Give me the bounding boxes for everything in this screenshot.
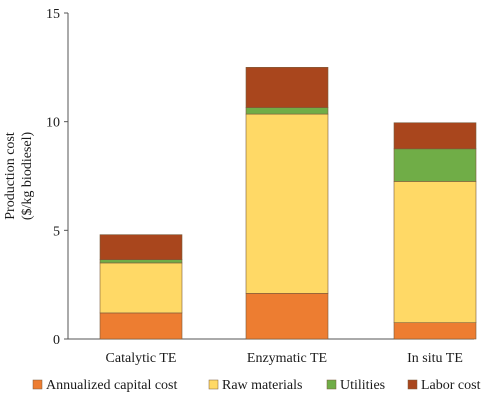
y-ticks: 0 5 10 15 (46, 7, 68, 348)
x-tick-label: Catalytic TE (106, 351, 177, 366)
y-axis-title-line2: ($/kg biodiesel) (20, 132, 35, 221)
y-tick-label: 0 (53, 333, 60, 348)
legend-swatch (208, 379, 219, 390)
y-tick-label: 15 (46, 7, 60, 22)
bar-segment (245, 113, 329, 294)
bar-segment (393, 181, 477, 323)
legend-swatch (407, 379, 418, 390)
bar-segment (245, 107, 329, 115)
bar-segment (99, 234, 183, 260)
legend-label: Raw materials (222, 378, 302, 393)
y-tick-label: 5 (53, 224, 60, 239)
bar-segment (245, 293, 329, 340)
bar-segment (393, 322, 477, 340)
bar-segment (99, 312, 183, 340)
bars (99, 67, 477, 340)
y-axis-title-line1: Production cost (3, 132, 18, 220)
legend-swatch (326, 379, 337, 390)
bar-segment (393, 122, 477, 150)
legend-label: Annualized capital cost (46, 378, 178, 393)
legend-label: Labor cost (421, 378, 481, 393)
x-tick-label: Enzymatic TE (247, 351, 327, 366)
legend-swatch (32, 379, 43, 390)
y-tick-label: 10 (46, 116, 60, 131)
legend: Annualized capital cost Raw materials Util… (32, 378, 481, 393)
x-tick-labels: Catalytic TE Enzymatic TE In situ TE (106, 351, 463, 366)
x-tick-label: In situ TE (407, 351, 463, 366)
bar-segment (99, 259, 183, 264)
bar-segment (245, 67, 329, 108)
legend-label: Utilities (340, 378, 385, 393)
bar-segment (393, 148, 477, 182)
bar-segment (99, 262, 183, 314)
